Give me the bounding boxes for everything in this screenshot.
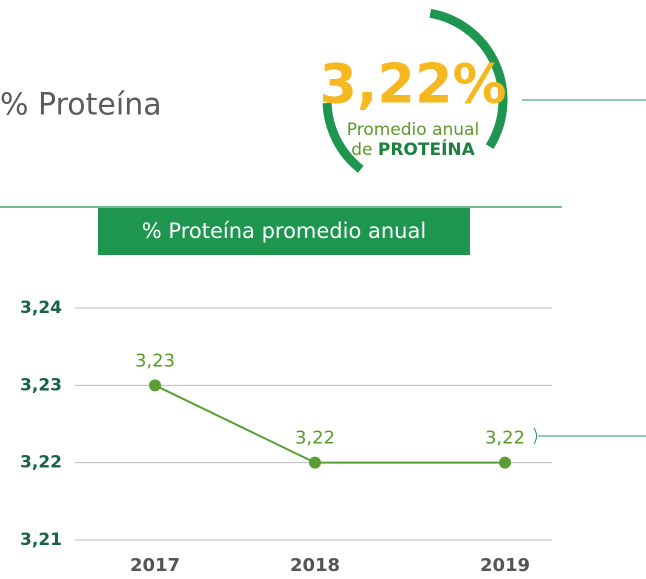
data-label: 3,22 <box>485 428 525 449</box>
data-label: 3,23 <box>135 350 175 371</box>
data-point <box>149 379 161 392</box>
data-point <box>499 456 511 469</box>
chart-title: % Proteína promedio anual <box>142 219 426 243</box>
badge-label-prefix: de <box>351 140 372 160</box>
series-line <box>154 384 505 464</box>
x-tick-label: 2018 <box>290 555 340 576</box>
y-tick-label: 3,23 <box>20 375 62 395</box>
x-tick-label: 2017 <box>130 555 180 576</box>
badge-label-strong: PROTEÍNA <box>378 138 476 160</box>
x-tick-label: 2019 <box>480 555 530 576</box>
bracket <box>533 427 537 445</box>
badge-arc <box>322 102 364 173</box>
badge-arc <box>429 8 508 150</box>
y-tick-label: 3,22 <box>20 453 62 473</box>
badge-value: 3,22% <box>319 53 506 116</box>
data-label: 3,22 <box>295 428 335 449</box>
badge-label: Promedio anual <box>347 120 479 140</box>
heading: % Proteína <box>0 88 162 123</box>
data-point <box>309 456 321 469</box>
y-tick-label: 3,21 <box>20 530 62 550</box>
badge-label: de PROTEÍNA <box>351 138 475 160</box>
y-tick-label: 3,24 <box>20 298 62 318</box>
chart-title-box <box>98 208 470 255</box>
